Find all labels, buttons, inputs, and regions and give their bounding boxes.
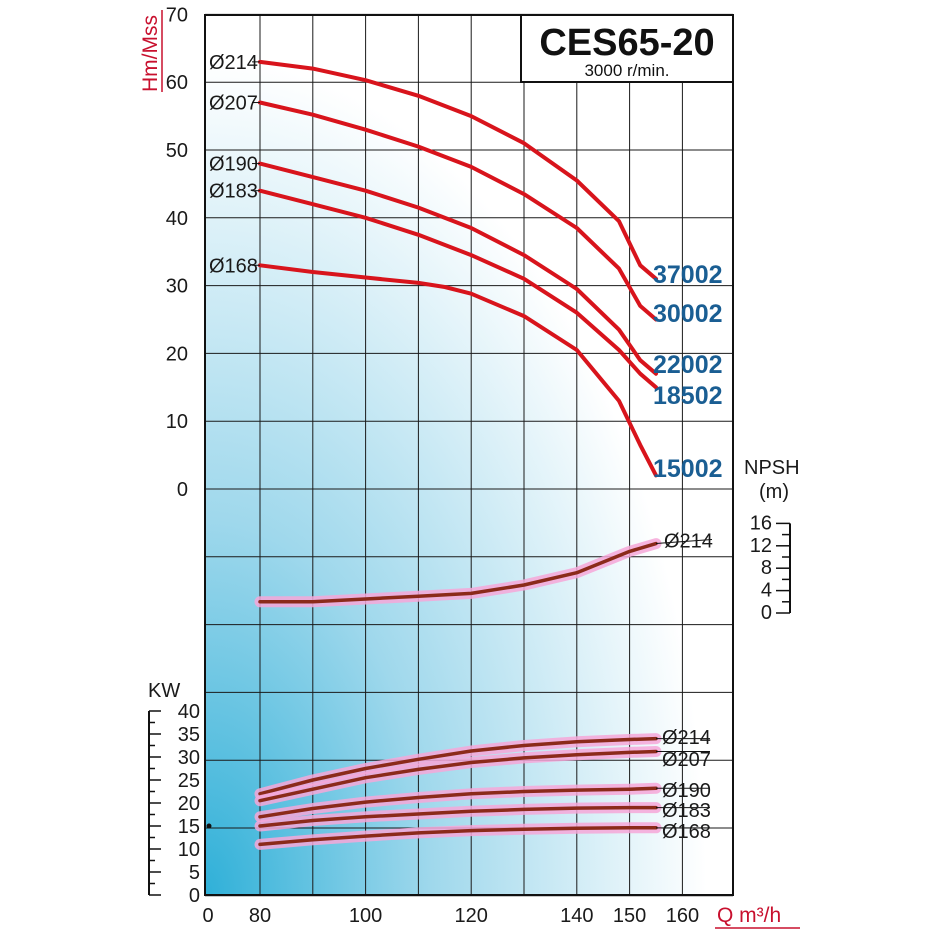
power-curve-label: Ø168 <box>662 821 711 843</box>
x-tick-label: 140 <box>560 905 593 927</box>
x-axis-label: Q m³/h <box>717 904 781 927</box>
head-tick-label: 60 <box>166 72 188 94</box>
x-tick-label: 120 <box>455 905 488 927</box>
power-axis-label: KW <box>148 680 180 702</box>
head-tick-label: 30 <box>166 276 188 298</box>
x-tick-label: 100 <box>349 905 382 927</box>
head-curve-label: Ø207 <box>209 93 258 115</box>
npsh-axis-label: NPSH <box>744 457 800 479</box>
head-curve-label: Ø214 <box>209 52 258 74</box>
x-tick-label: 0 <box>202 905 213 927</box>
power-curve-label: Ø190 <box>662 780 711 802</box>
power-tick-label: 30 <box>178 747 200 769</box>
npsh-tick-label: 8 <box>761 557 772 579</box>
npsh-tick-label: 4 <box>761 580 772 602</box>
power-curve-label: Ø183 <box>662 800 711 822</box>
model-label: 30002 <box>653 300 723 328</box>
head-tick-label: 0 <box>177 479 188 501</box>
power-tick-label: 5 <box>189 862 200 884</box>
npsh-tick-label: 0 <box>761 602 772 624</box>
power-tick-label: 35 <box>178 724 200 746</box>
x-tick-label: 150 <box>613 905 646 927</box>
model-label: 15002 <box>653 455 723 483</box>
head-curve-label: Ø183 <box>209 181 258 203</box>
head-tick-label: 20 <box>166 343 188 365</box>
head-tick-label: 10 <box>166 411 188 433</box>
chart-title: CES65-20 <box>539 22 714 64</box>
power-tick-label: 0 <box>189 885 200 907</box>
model-label: 18502 <box>653 382 723 410</box>
npsh-tick-label: 12 <box>750 535 772 557</box>
power-curve-label: Ø207 <box>662 749 711 771</box>
head-tick-label: 70 <box>166 4 188 26</box>
power-curve-label: Ø214 <box>662 727 711 749</box>
npsh-tick-label: 16 <box>750 512 772 534</box>
x-tick-label: 160 <box>666 905 699 927</box>
head-tick-label: 40 <box>166 208 188 230</box>
head-axis-label: Hm/Mss <box>139 15 162 92</box>
head-curve-label: Ø190 <box>209 154 258 176</box>
x-tick-label: 80 <box>249 905 271 927</box>
power-axis-marker <box>207 824 212 829</box>
npsh-curve-label: Ø214 <box>664 531 713 553</box>
power-tick-label: 15 <box>178 816 200 838</box>
model-label: 22002 <box>653 351 723 379</box>
head-tick-label: 50 <box>166 140 188 162</box>
power-tick-label: 40 <box>178 701 200 723</box>
npsh-axis-unit: (m) <box>759 481 789 503</box>
power-tick-label: 25 <box>178 770 200 792</box>
chart-subtitle: 3000 r/min. <box>584 61 669 80</box>
power-tick-label: 20 <box>178 793 200 815</box>
model-label: 37002 <box>653 261 723 289</box>
power-tick-label: 10 <box>178 839 200 861</box>
head-curve-label: Ø168 <box>209 255 258 277</box>
